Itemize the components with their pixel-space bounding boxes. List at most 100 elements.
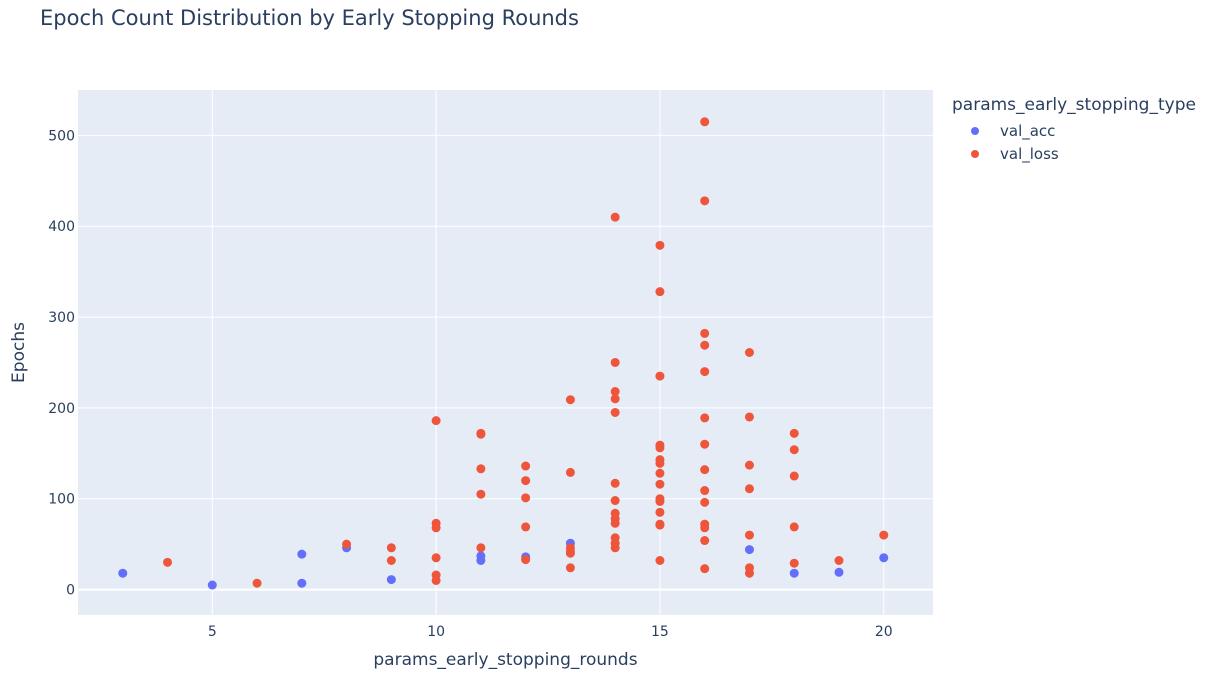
data-point-val-loss xyxy=(655,468,665,478)
data-point-val-loss xyxy=(610,543,620,553)
data-point-val-loss xyxy=(700,117,710,127)
y-tick-label: 200 xyxy=(48,401,75,417)
data-point-val-acc xyxy=(297,549,307,559)
y-tick-label: 300 xyxy=(48,310,75,326)
data-point-val-loss xyxy=(565,395,575,405)
legend-label-val-loss: val_loss xyxy=(1000,144,1059,163)
data-point-val-acc xyxy=(207,580,217,590)
data-point-val-loss xyxy=(610,357,620,367)
data-point-val-loss xyxy=(655,507,665,517)
data-point-val-acc xyxy=(386,575,396,585)
data-point-val-loss xyxy=(655,443,665,453)
data-point-val-acc xyxy=(118,568,128,578)
data-point-val-loss xyxy=(700,413,710,423)
data-point-val-loss xyxy=(789,558,799,568)
data-point-val-loss xyxy=(610,478,620,488)
data-point-val-acc xyxy=(297,578,307,588)
legend-title: params_early_stopping_type xyxy=(952,95,1196,115)
data-point-val-loss xyxy=(476,489,486,499)
data-point-val-loss xyxy=(700,465,710,475)
data-point-val-loss xyxy=(476,543,486,553)
data-point-val-loss xyxy=(744,348,754,357)
data-point-val-loss xyxy=(700,523,710,533)
data-point-val-loss xyxy=(700,564,710,574)
data-point-val-loss xyxy=(700,340,710,350)
y-tick-label: 400 xyxy=(48,219,75,235)
data-point-val-loss xyxy=(655,287,665,297)
data-point-val-loss xyxy=(476,464,486,474)
data-point-val-loss xyxy=(386,543,396,553)
data-point-val-acc xyxy=(744,545,754,555)
data-point-val-loss xyxy=(789,445,799,455)
data-point-val-loss xyxy=(655,479,665,489)
chart-title: Epoch Count Distribution by Early Stoppi… xyxy=(40,6,579,30)
x-axis-label: params_early_stopping_rounds xyxy=(373,650,637,670)
data-point-val-loss xyxy=(610,496,620,506)
x-tick-label: 5 xyxy=(208,624,217,640)
data-point-val-loss xyxy=(163,557,173,567)
data-point-val-loss xyxy=(565,548,575,558)
data-point-val-acc xyxy=(879,553,889,563)
data-point-val-loss xyxy=(655,240,665,250)
data-point-val-loss xyxy=(744,568,754,578)
data-point-val-acc xyxy=(834,567,844,577)
data-point-val-loss xyxy=(879,530,889,540)
data-point-val-loss xyxy=(744,530,754,540)
legend-marker-val-acc xyxy=(971,126,979,135)
legend-label-val-acc: val_acc xyxy=(1000,121,1056,140)
data-point-val-loss xyxy=(565,467,575,477)
data-point-val-loss xyxy=(655,520,665,530)
y-tick-label: 0 xyxy=(66,583,75,599)
data-point-val-acc xyxy=(476,556,486,566)
data-point-val-loss xyxy=(610,407,620,417)
data-point-val-loss xyxy=(744,460,754,470)
data-point-val-loss xyxy=(744,412,754,422)
data-point-val-loss xyxy=(521,476,531,486)
data-point-val-loss xyxy=(431,553,441,563)
data-point-val-loss xyxy=(521,522,531,532)
data-point-val-loss xyxy=(655,371,665,381)
x-tick-label: 10 xyxy=(427,624,445,640)
data-point-val-loss xyxy=(521,555,531,565)
data-point-val-loss xyxy=(789,428,799,438)
data-point-val-loss xyxy=(700,536,710,546)
x-tick-label: 15 xyxy=(651,624,669,640)
data-point-val-loss xyxy=(431,416,441,426)
data-point-val-loss xyxy=(431,575,441,585)
data-point-val-acc xyxy=(789,568,799,578)
y-tick-label: 500 xyxy=(48,128,75,144)
data-point-val-loss xyxy=(834,556,844,566)
data-point-val-loss xyxy=(700,486,710,496)
data-point-val-loss xyxy=(655,496,665,506)
y-tick-label: 100 xyxy=(48,492,75,508)
legend-item-val-loss[interactable]: val_loss xyxy=(952,142,1196,165)
data-point-val-loss xyxy=(655,556,665,566)
data-point-val-loss xyxy=(476,429,486,439)
data-point-val-loss xyxy=(744,484,754,494)
y-axis-label: Epochs xyxy=(9,322,29,383)
data-point-val-loss xyxy=(610,387,620,397)
data-point-val-loss xyxy=(252,578,262,588)
data-point-val-loss xyxy=(700,439,710,449)
data-point-val-loss xyxy=(431,523,441,533)
data-point-val-loss xyxy=(521,493,531,503)
data-point-val-loss xyxy=(342,539,352,549)
data-point-val-loss xyxy=(789,522,799,532)
data-point-val-loss xyxy=(610,518,620,528)
data-point-val-loss xyxy=(700,497,710,507)
data-point-val-loss xyxy=(655,458,665,468)
data-point-val-loss xyxy=(700,328,710,338)
data-point-val-loss xyxy=(700,196,710,206)
plot-background xyxy=(78,90,933,615)
data-point-val-loss xyxy=(789,471,799,481)
legend: params_early_stopping_type val_acc val_l… xyxy=(952,95,1196,165)
x-tick-label: 20 xyxy=(875,624,893,640)
data-point-val-loss xyxy=(386,556,396,566)
data-point-val-loss xyxy=(610,212,620,222)
data-point-val-loss xyxy=(521,461,531,471)
legend-marker-val-loss xyxy=(971,149,979,158)
legend-item-val-acc[interactable]: val_acc xyxy=(952,119,1196,142)
data-point-val-loss xyxy=(700,367,710,377)
data-point-val-loss xyxy=(565,563,575,573)
